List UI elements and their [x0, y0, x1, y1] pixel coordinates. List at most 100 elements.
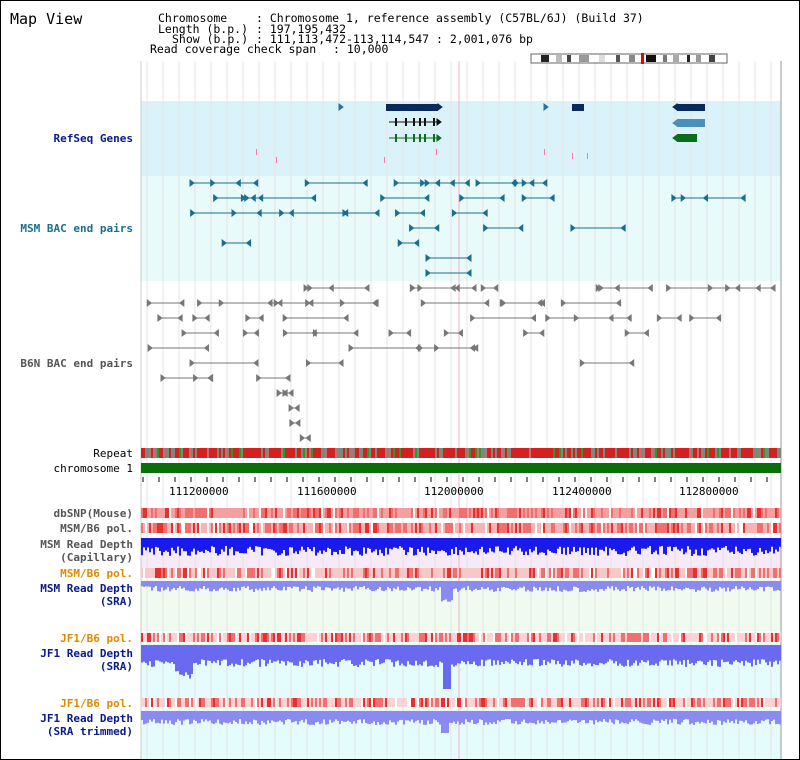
read-depth-bar — [221, 581, 223, 588]
pol-segment — [213, 568, 215, 578]
read-depth-bar — [737, 711, 739, 724]
read-depth-bar — [559, 581, 561, 592]
read-depth-bar — [749, 581, 751, 588]
read-depth-bar — [361, 645, 363, 662]
read-depth-bar — [321, 581, 323, 591]
read-depth-bar — [675, 711, 677, 720]
pol-segment — [217, 523, 219, 533]
pol-segment — [743, 698, 745, 707]
pol-segment — [343, 633, 345, 642]
pol-segment — [381, 633, 383, 642]
read-depth-bar — [349, 645, 351, 661]
read-depth-bar — [681, 711, 683, 723]
repeat-segment — [573, 448, 575, 458]
pol-segment — [569, 523, 571, 533]
repeat-segment — [615, 448, 617, 458]
msm-depth-sra-label-1: MSM Read Depth — [40, 582, 133, 595]
pol-segment — [345, 633, 347, 642]
pol-segment — [375, 523, 377, 533]
pol-segment — [173, 508, 175, 518]
read-depth-bar — [271, 645, 273, 663]
pol-segment — [305, 698, 307, 707]
read-depth-bar — [743, 581, 745, 588]
pol-segment — [233, 633, 235, 642]
pol-segment — [151, 508, 153, 518]
read-depth-bar — [253, 645, 255, 662]
read-depth-bar — [473, 538, 475, 554]
pol-segment — [333, 633, 335, 642]
pol-segment — [739, 523, 741, 533]
pol-segment — [479, 568, 481, 578]
read-depth-bar — [545, 645, 547, 666]
repeat-segment — [393, 448, 395, 458]
pol-segment — [415, 523, 417, 533]
pol-segment — [543, 698, 545, 707]
read-depth-bar — [147, 581, 149, 587]
pol-segment — [327, 508, 329, 518]
pol-segment — [293, 508, 295, 518]
read-depth-bar — [317, 581, 319, 587]
pol-segment — [769, 698, 771, 707]
pol-segment — [177, 523, 179, 533]
pol-segment — [775, 633, 777, 642]
bac-end-marker — [500, 299, 507, 307]
pol-segment — [597, 508, 599, 518]
read-depth-bar — [569, 711, 571, 720]
pol-segment — [707, 698, 709, 707]
read-depth-bar — [535, 711, 537, 725]
pol-segment — [531, 698, 533, 707]
pol-segment — [331, 523, 333, 533]
pol-segment — [189, 568, 191, 578]
pol-segment — [485, 508, 487, 518]
pol-segment — [559, 508, 561, 518]
pol-segment — [411, 523, 413, 533]
pol-segment — [285, 568, 287, 578]
read-depth-bar — [625, 538, 627, 556]
repeat-segment — [547, 448, 549, 458]
read-depth-bar — [485, 711, 487, 723]
pol-segment — [523, 523, 525, 533]
pol-segment — [191, 698, 193, 707]
read-depth-bar — [567, 711, 569, 722]
pol-segment — [223, 508, 225, 518]
pol-segment — [609, 568, 611, 578]
bac-end-marker — [282, 389, 288, 397]
pol-segment — [547, 568, 549, 578]
pol-segment — [401, 633, 403, 642]
pol-segment — [553, 523, 555, 533]
read-depth-bar — [407, 538, 409, 553]
read-depth-bar — [473, 645, 475, 662]
read-depth-bar — [541, 581, 543, 592]
pol-segment — [681, 568, 683, 578]
pol-segment — [161, 568, 163, 578]
read-depth-bar — [483, 711, 485, 725]
pol-segment — [415, 633, 417, 642]
read-depth-bar — [515, 581, 517, 591]
repeat-segment — [675, 448, 677, 458]
repeat-segment — [473, 448, 475, 458]
repeat-segment — [431, 448, 433, 458]
pol-segment — [351, 508, 353, 518]
read-depth-bar — [389, 538, 391, 549]
pol-segment — [601, 568, 603, 578]
pol-segment — [421, 633, 423, 642]
repeat-segment — [645, 448, 647, 458]
pol-segment — [229, 568, 231, 578]
read-depth-bar — [359, 581, 361, 587]
read-depth-bar — [437, 538, 439, 551]
read-depth-bar — [439, 538, 441, 552]
bac-end-marker — [740, 194, 746, 202]
pol-segment — [293, 698, 295, 707]
repeat-segment — [771, 448, 773, 458]
read-depth-bar — [571, 711, 573, 721]
read-depth-bar — [471, 538, 473, 552]
repeat-segment — [551, 448, 553, 458]
bac-end-marker — [307, 284, 313, 292]
length-key: Length (b.p.) — [158, 22, 249, 36]
read-depth-bar — [693, 711, 695, 725]
read-depth-bar — [201, 645, 203, 660]
pol-segment — [685, 568, 687, 578]
read-depth-bar — [157, 538, 159, 548]
read-depth-bar — [775, 645, 777, 661]
